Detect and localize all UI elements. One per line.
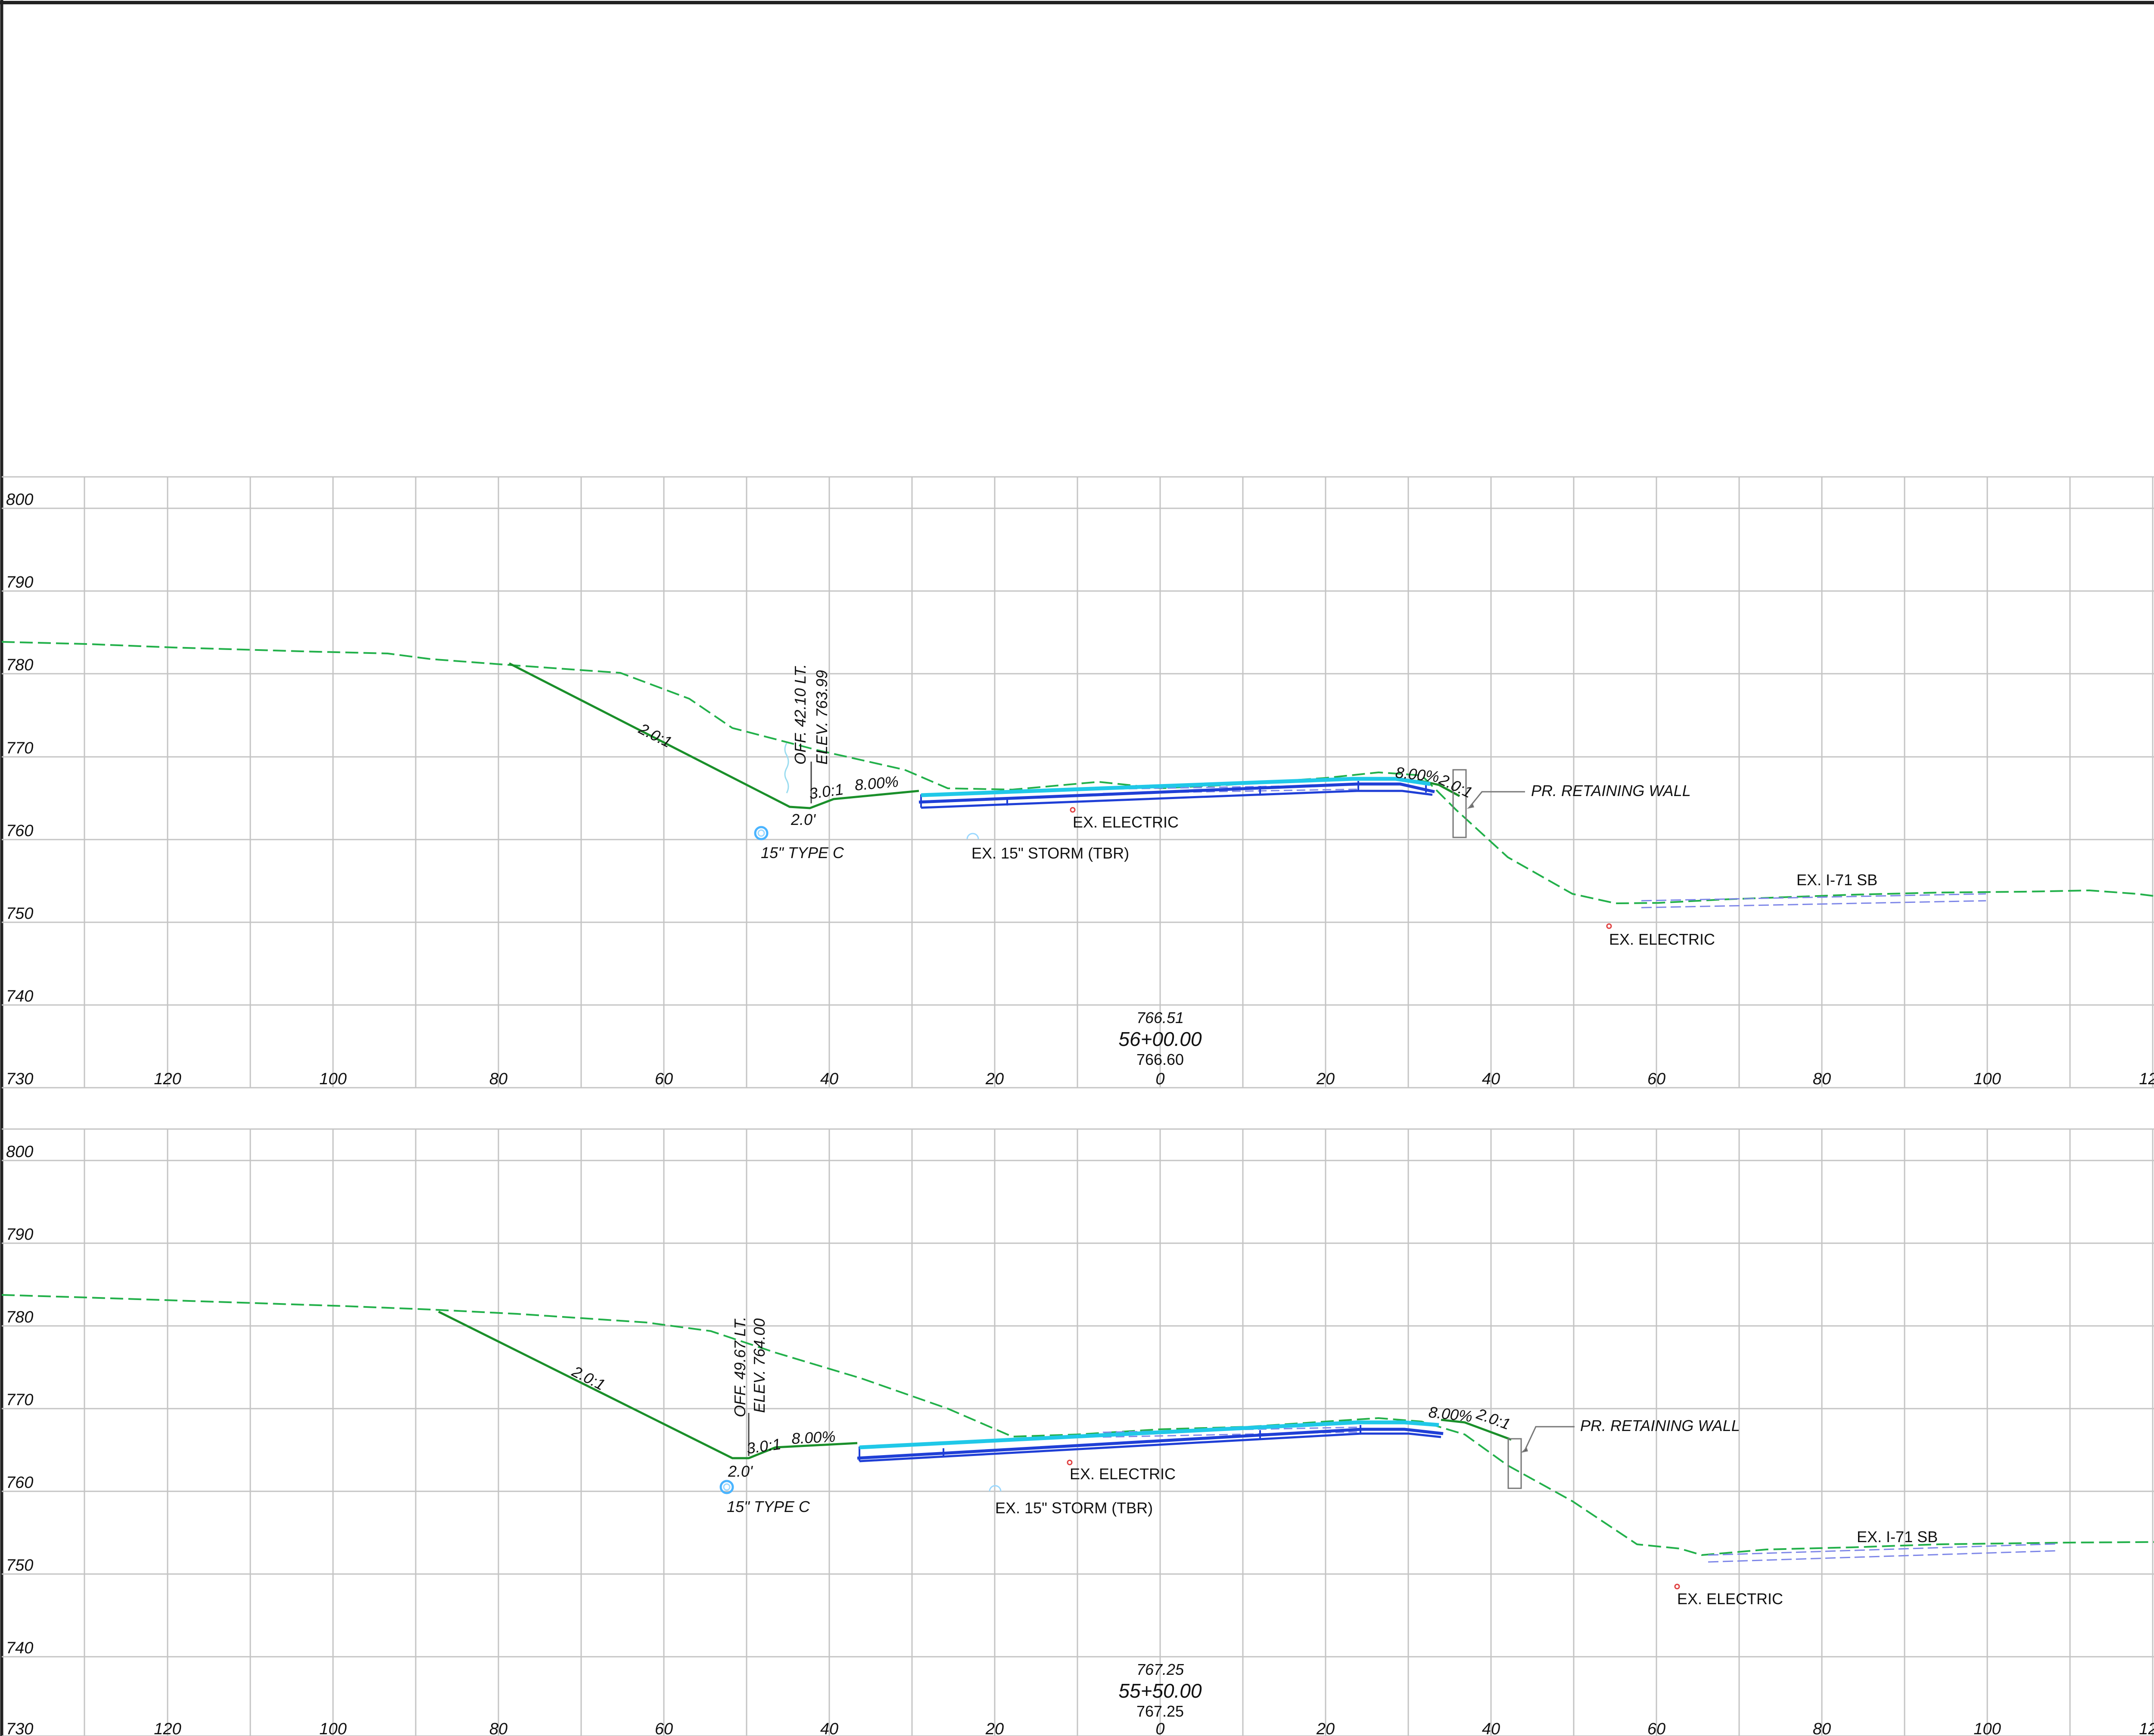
inlet-label: 15" TYPE C: [761, 844, 844, 862]
existing-pavement-hatch: [1102, 784, 1986, 908]
electric-label: EX. ELECTRIC: [1677, 1590, 1783, 1608]
offset-label: 100: [1973, 1070, 2001, 1088]
grade-left-label: 8.00%: [791, 1428, 836, 1447]
electric-label: EX. ELECTRIC: [1073, 813, 1179, 831]
offset-callout-line-2: ELEV. 763.99: [813, 670, 831, 765]
offset-label: 60: [655, 1720, 673, 1736]
elev-label: 790: [6, 1226, 33, 1244]
slope-ditch-label: 3.0:1: [745, 1435, 782, 1457]
offset-label: 40: [820, 1720, 838, 1736]
section-56-00: 800 790 780 770 760 750 740 730 120 100 …: [1, 476, 2154, 1089]
storm-label: EX. 15" STORM (TBR): [995, 1499, 1153, 1517]
inlet-pipe-icon: [719, 1480, 734, 1494]
inlet-pipe-icon-inner: [723, 1483, 731, 1491]
offset-label: 80: [1813, 1720, 1831, 1736]
electric-marker-icon: [1606, 923, 1612, 929]
offset-label: 80: [489, 1070, 507, 1088]
offset-label: 0: [1155, 1070, 1164, 1088]
grade-left-label: 8.00%: [854, 772, 899, 794]
ditch-width-label: 2.0': [791, 811, 816, 828]
retaining-wall-label: PR. RETAINING WALL: [1580, 1417, 1740, 1434]
offset-label: 120: [2139, 1720, 2154, 1736]
elev-label: 750: [6, 905, 33, 923]
offset-label: 120: [154, 1720, 181, 1736]
offset-label: 20: [985, 1720, 1004, 1736]
offset-label: 120: [2139, 1070, 2154, 1088]
retaining-wall-label: PR. RETAINING WALL: [1531, 782, 1691, 800]
elev-label: 740: [6, 1639, 33, 1657]
offset-label: 100: [319, 1720, 346, 1736]
elev-label: 800: [6, 491, 33, 509]
inlet-pipe-icon-inner: [757, 829, 765, 837]
electric-marker-icon: [1674, 1584, 1680, 1590]
offset-label: 100: [319, 1070, 346, 1088]
elev-label: 730: [6, 1720, 33, 1736]
elev-label: 750: [6, 1556, 33, 1574]
offset-label: 80: [489, 1720, 507, 1736]
elev-label: 780: [6, 656, 33, 674]
grid-56-00: [2, 476, 2154, 1089]
elev-label: 740: [6, 987, 33, 1005]
offset-label: 0: [1155, 1720, 1164, 1736]
station-label: 55+50.00: [1118, 1680, 1202, 1702]
offset-callout-line-1: OFF. 42.10 LT.: [791, 664, 809, 765]
highway-label: EX. I-71 SB: [1796, 871, 1877, 889]
storm-label: EX. 15" STORM (TBR): [971, 844, 1129, 862]
electric-marker-icon: [1070, 807, 1076, 813]
storm-pipe-icon: [966, 833, 979, 840]
electric-label: EX. ELECTRIC: [1609, 930, 1715, 948]
retaining-wall: [1452, 769, 1525, 838]
electric-marker-icon: [1067, 1459, 1073, 1465]
elev-label: 730: [6, 1070, 33, 1088]
ditch-swale-icon: [784, 743, 789, 793]
elev-label: 790: [6, 573, 33, 591]
offset-label: 80: [1813, 1070, 1831, 1088]
offset-label: 60: [1647, 1070, 1665, 1088]
offset-label: 40: [1482, 1070, 1500, 1088]
storm-pipe-icon: [989, 1485, 1002, 1492]
proposed-grade-left: [438, 1310, 858, 1459]
offset-label: 60: [1647, 1720, 1665, 1736]
offset-callout-line-2: ELEV. 764.00: [750, 1319, 768, 1413]
grade-right-label: 8.00%: [1428, 1403, 1473, 1425]
offset-label: 20: [985, 1070, 1004, 1088]
station-label: 56+00.00: [1118, 1028, 1202, 1050]
profile-grade-elev: 766.51: [1136, 1009, 1184, 1027]
offset-label: 40: [820, 1070, 838, 1088]
elev-label: 780: [6, 1308, 33, 1326]
proposed-grade-left: [508, 662, 919, 809]
elev-label: 760: [6, 1474, 33, 1492]
existing-elev: 767.25: [1136, 1702, 1184, 1720]
slope-fill-label: 2.0:1: [569, 1362, 608, 1394]
section-55-50: 800 790 780 770 760 750 740 730 120 100 …: [1, 1128, 2154, 1736]
grade-right-label: 8.00%: [1394, 763, 1440, 785]
offset-label: 100: [1973, 1720, 2001, 1736]
offset-label: 20: [1316, 1720, 1335, 1736]
offset-label: 120: [154, 1070, 181, 1088]
highway-label: EX. I-71 SB: [1857, 1528, 1938, 1546]
slope-fill-label: 2.0:1: [635, 719, 675, 751]
proposed-pavement: [918, 777, 1435, 809]
offset-label: 40: [1482, 1720, 1500, 1736]
elev-label: 800: [6, 1143, 33, 1161]
offset-callout-line-1: OFF. 49.67 LT.: [731, 1317, 749, 1417]
electric-label: EX. ELECTRIC: [1070, 1465, 1176, 1483]
proposed-pavement: [857, 1420, 1444, 1462]
proposed-grade-right: [1441, 1419, 1512, 1441]
grid-55-50: [2, 1128, 2154, 1736]
offset-label: 20: [1316, 1070, 1335, 1088]
elev-label: 760: [6, 822, 33, 840]
elev-label: 770: [6, 1391, 33, 1409]
offset-label: 60: [655, 1070, 673, 1088]
ditch-width-label: 2.0': [728, 1462, 753, 1480]
inlet-pipe-icon: [754, 826, 769, 840]
profile-grade-elev: 767.25: [1136, 1661, 1184, 1678]
inlet-label: 15" TYPE C: [727, 1498, 810, 1515]
retaining-wall: [1507, 1426, 1575, 1489]
existing-elev: 766.60: [1136, 1051, 1184, 1068]
elev-label: 770: [6, 739, 33, 757]
